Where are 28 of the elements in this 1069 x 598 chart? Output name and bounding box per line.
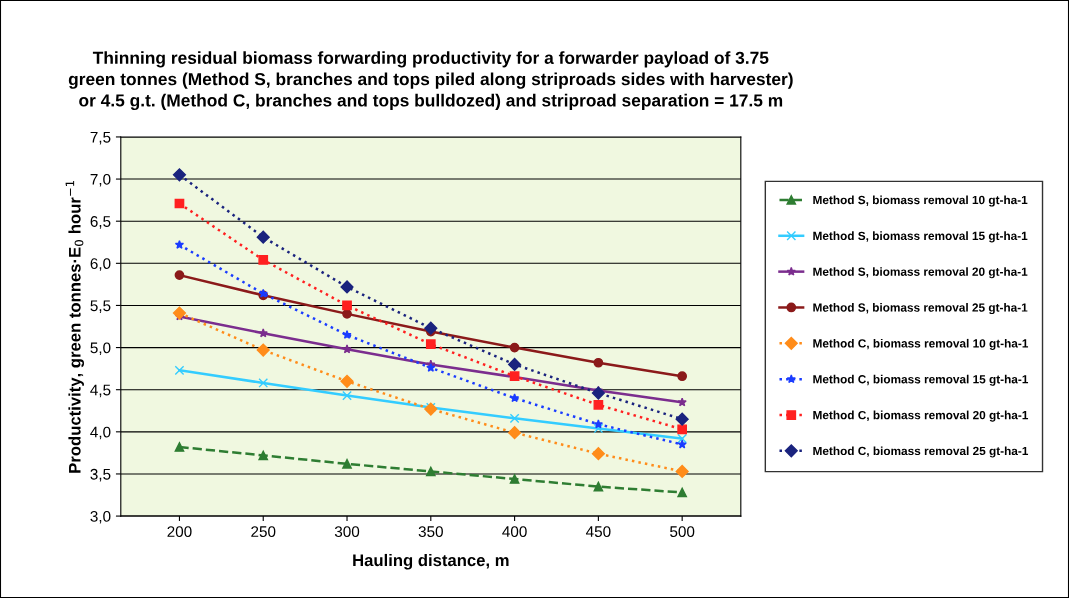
x-tick-label: 450 <box>585 526 611 538</box>
legend-label: Method C, biomass removal 25 gt-ha-1 <box>813 446 1029 458</box>
y-tick-label: 5,0 <box>90 342 111 356</box>
y-tick-label: 5,5 <box>90 300 111 313</box>
y-axis-title: Productivity, green tonnes·E$_{0}$ hour$^{−1}$ <box>65 180 85 473</box>
y-tick-label: 3,0 <box>90 510 111 524</box>
legend-label: Method S, biomass removal 15 gt-ha-1 <box>813 231 1028 243</box>
legend-label: Method C, biomass removal 15 gt-ha-1 <box>813 374 1029 386</box>
y-tick-label: 6,5 <box>90 216 111 229</box>
y-tick-label: 7,0 <box>90 173 111 187</box>
x-tick-label: 400 <box>502 526 527 538</box>
y-tick-label: 4,5 <box>90 384 111 398</box>
y-tick-label: 3,5 <box>90 468 111 482</box>
legend-label: Method S, biomass removal 25 gt-ha-1 <box>813 303 1028 315</box>
x-tick-label: 350 <box>418 526 443 538</box>
x-tick-label: 250 <box>251 526 276 538</box>
y-tick-label: 6,0 <box>90 258 111 271</box>
x-tick-label: 500 <box>670 526 695 538</box>
x-tick-label: 200 <box>167 526 192 538</box>
legend-label: Method C, biomass removal 20 gt-ha-1 <box>813 410 1029 422</box>
y-tick-label: 7,5 <box>90 131 111 145</box>
legend-label: Method S, biomass removal 10 gt-ha-1 <box>813 195 1028 207</box>
legend-label: Method C, biomass removal 10 gt-ha-1 <box>813 338 1029 350</box>
chart-title: Thinning residual biomass forwarding productivity for a forwarder payload of 3.75 green tonnes (Method S, branches and tops piled along striproads sides with harvester) or 4.5 g.t. (Method C, branches and tops bulldozed) and striproad separation = 17.5 m <box>68 51 793 111</box>
x-tick-label: 300 <box>334 526 360 538</box>
y-tick-label: 4,0 <box>90 426 111 440</box>
x-axis-title: Hauling distance, m <box>353 553 509 570</box>
legend-label: Method S, biomass removal 20 gt-ha-1 <box>813 267 1028 279</box>
